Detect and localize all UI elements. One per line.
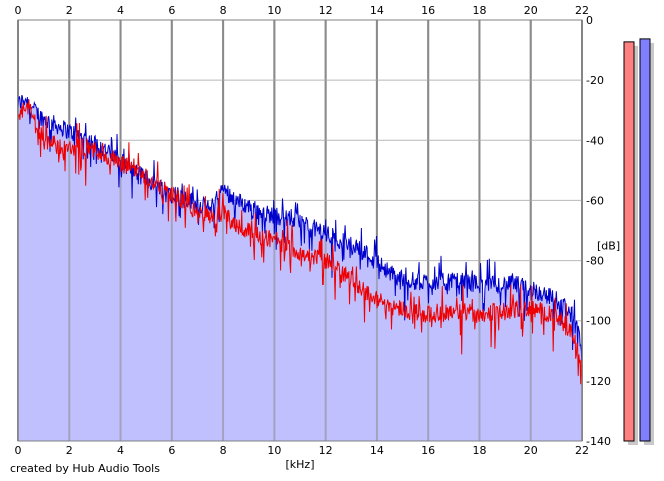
x-tick-label-top: 14 <box>370 4 384 17</box>
series-area-0 <box>18 95 582 441</box>
x-tick-label-bottom: 2 <box>66 444 73 457</box>
y-tick-label: -20 <box>586 74 604 87</box>
x-tick-label-top: 10 <box>267 4 281 17</box>
x-tick-label-bottom: 16 <box>421 444 435 457</box>
y-tick-labels: 0 -20 -40 -60 -80 -100 -120 -140 <box>586 14 611 448</box>
x-tick-label-top: 18 <box>472 4 486 17</box>
x-tick-label-top: 8 <box>220 4 227 17</box>
x-tick-label-bottom: 8 <box>220 444 227 457</box>
y-tick-label: -140 <box>586 435 611 448</box>
y-tick-label: 0 <box>586 14 593 27</box>
x-tick-label-top: 4 <box>117 4 124 17</box>
x-tick-label-bottom: 10 <box>267 444 281 457</box>
level-meter-0 <box>623 41 635 442</box>
level-meter-1 <box>639 38 651 442</box>
x-tick-label-bottom: 20 <box>524 444 538 457</box>
x-tick-label-bottom: 14 <box>370 444 384 457</box>
x-tick-label-bottom: 4 <box>117 444 124 457</box>
x-axis-label: [kHz] <box>286 458 315 471</box>
series-line-0 <box>17 94 583 372</box>
series-line-1 <box>17 99 583 385</box>
y-tick-label: -80 <box>586 255 604 268</box>
x-tick-label-top: 16 <box>421 4 435 17</box>
y-tick-label: -40 <box>586 134 604 147</box>
x-tick-label-bottom: 0 <box>15 444 22 457</box>
level-meters <box>623 38 654 446</box>
x-tick-label-bottom: 18 <box>472 444 486 457</box>
y-axis-label: [dB] <box>597 240 620 253</box>
y-tick-label: -60 <box>586 194 604 207</box>
x-tick-label-bottom: 6 <box>168 444 175 457</box>
x-tick-label-top: 22 <box>575 4 589 17</box>
x-tick-label-top: 2 <box>66 4 73 17</box>
x-tick-label-bottom: 22 <box>575 444 589 457</box>
y-tick-label: -120 <box>586 375 611 388</box>
x-tick-label-top: 0 <box>15 4 22 17</box>
plot-frame <box>17 19 583 442</box>
y-tick-label: -100 <box>586 315 611 328</box>
x-tick-label-top: 12 <box>319 4 333 17</box>
x-tick-label-top: 6 <box>168 4 175 17</box>
x-tick-label-top: 20 <box>524 4 538 17</box>
credit-text: created by Hub Audio Tools <box>10 462 160 475</box>
x-tick-label-bottom: 12 <box>319 444 333 457</box>
series-lines <box>17 94 583 385</box>
